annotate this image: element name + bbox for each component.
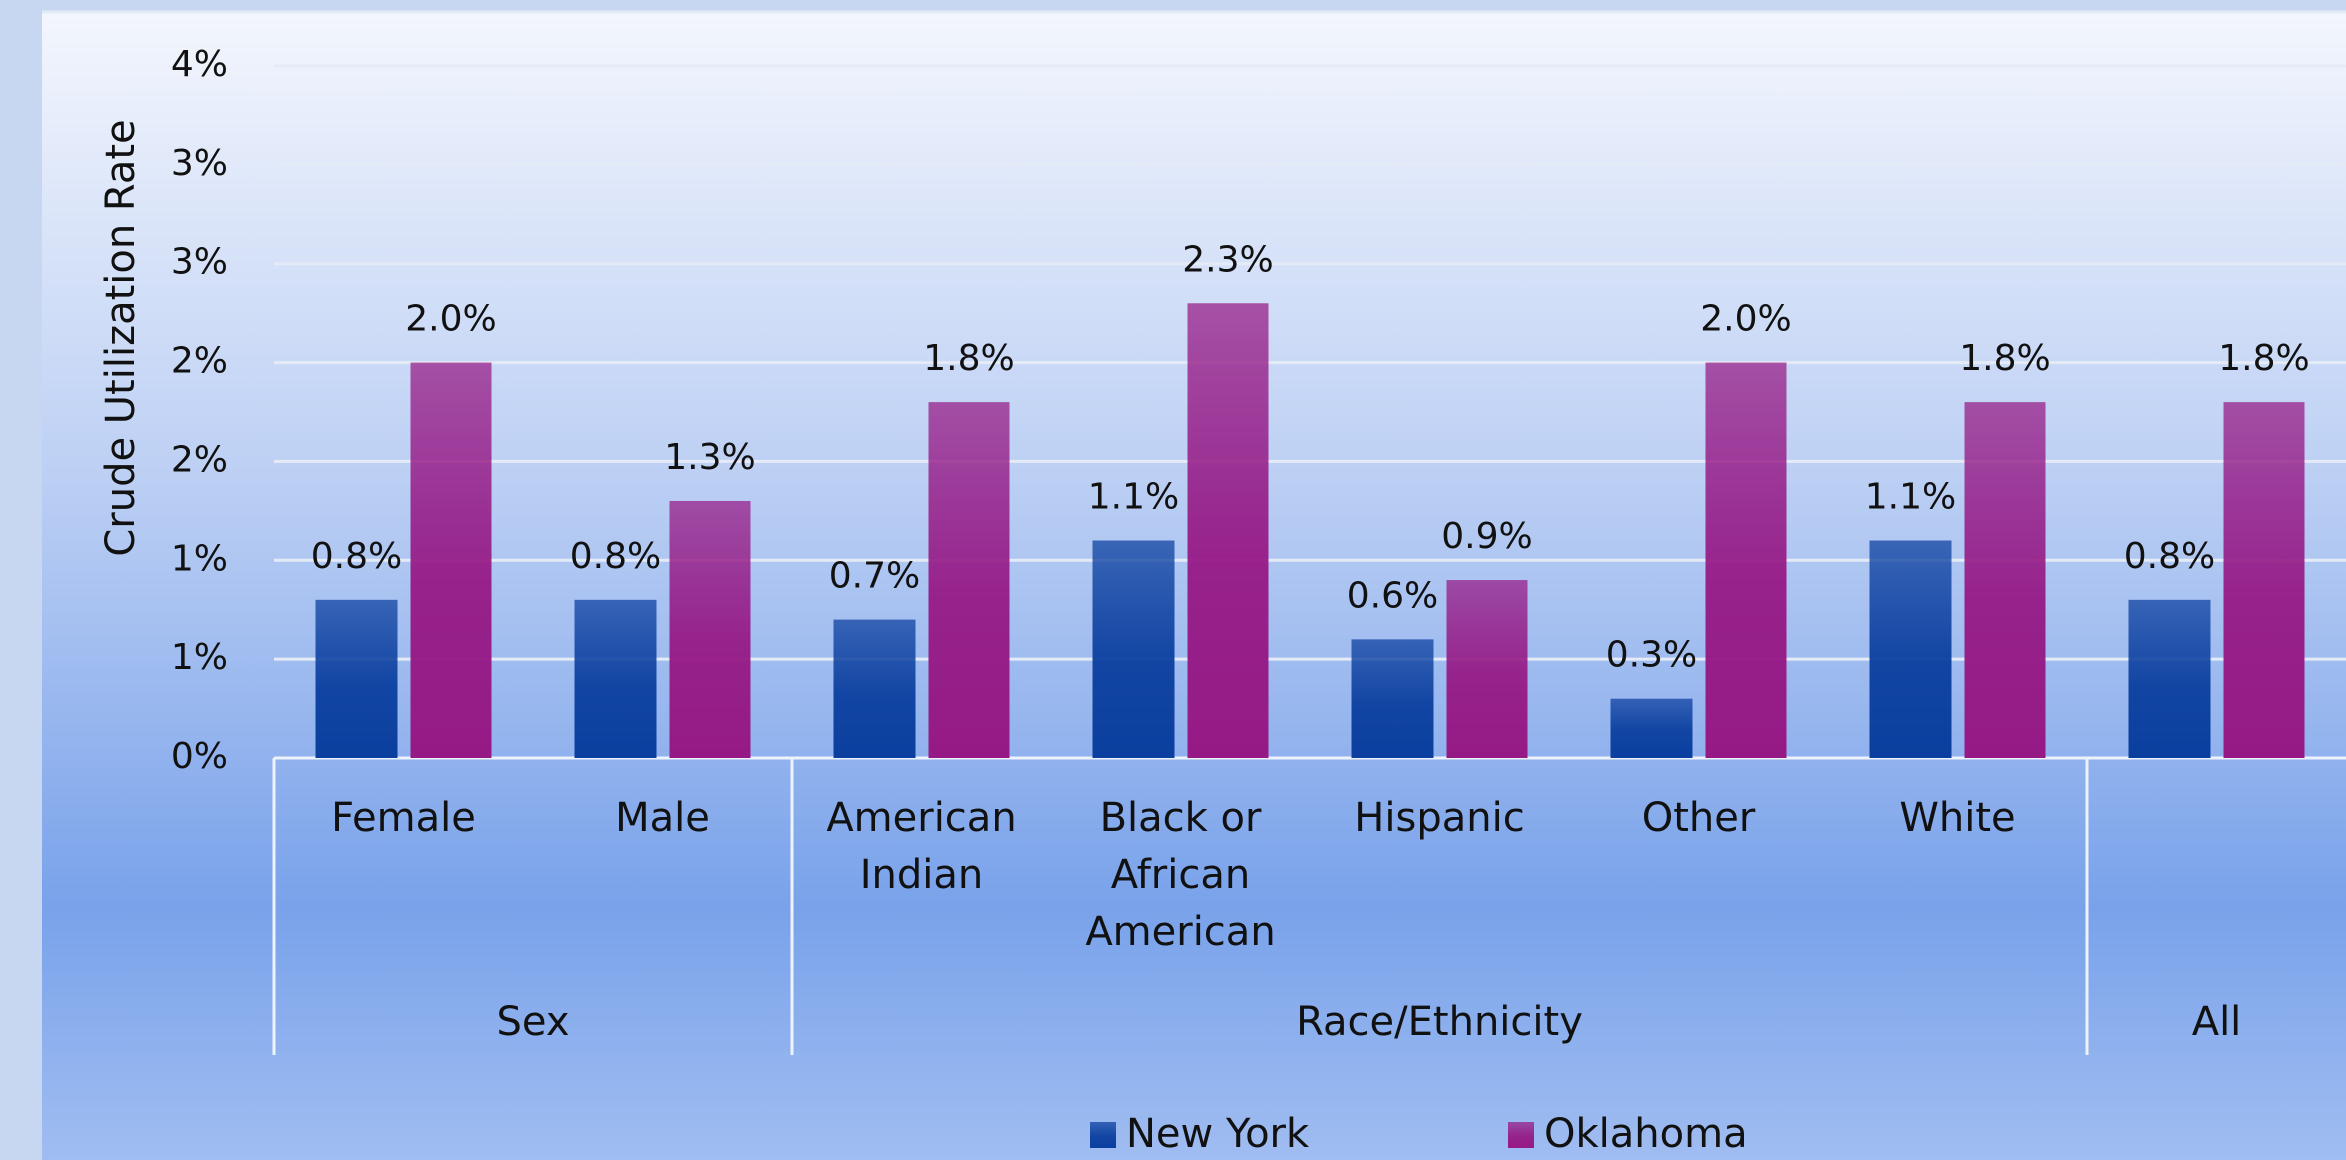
data-label: 1.1% bbox=[1865, 477, 1956, 518]
data-label: 1.1% bbox=[1088, 477, 1179, 518]
data-label: 1.8% bbox=[2218, 338, 2309, 379]
data-label: 0.8% bbox=[2124, 536, 2215, 577]
data-label: 2.0% bbox=[1700, 299, 1791, 340]
y-axis-title: Crude Utilization Rate bbox=[98, 119, 144, 556]
data-label: 0.6% bbox=[1347, 575, 1438, 616]
x-tick-label: Female bbox=[331, 795, 476, 841]
data-label: 1.3% bbox=[664, 437, 755, 478]
y-tick-label: 4% bbox=[171, 44, 228, 85]
x-tick-label: Hispanic bbox=[1354, 795, 1525, 841]
y-tick-label: 3% bbox=[171, 143, 228, 184]
y-tick-label: 3% bbox=[171, 242, 228, 283]
x-tick-label: American Indian bbox=[826, 795, 1017, 898]
bar bbox=[410, 362, 492, 758]
bar bbox=[1869, 540, 1952, 758]
y-tick-label: 1% bbox=[171, 637, 228, 678]
legend-swatch bbox=[1090, 1122, 1116, 1148]
bar bbox=[574, 599, 657, 758]
bar bbox=[1187, 303, 1269, 758]
bar bbox=[1610, 698, 1693, 758]
y-tick-label: 1% bbox=[171, 538, 228, 579]
bar bbox=[928, 402, 1010, 758]
group-label: All bbox=[2192, 999, 2242, 1045]
bar bbox=[1964, 402, 2046, 758]
x-tick-label: Black or African American bbox=[1085, 795, 1276, 955]
y-tick-label: 2% bbox=[171, 341, 228, 382]
bar bbox=[1705, 362, 1787, 758]
bar bbox=[1092, 540, 1175, 758]
bar bbox=[833, 619, 916, 758]
x-tick-label: Other bbox=[1641, 795, 1756, 841]
bar bbox=[1446, 580, 1528, 758]
data-label: 1.8% bbox=[923, 338, 1014, 379]
data-label: 2.3% bbox=[1182, 239, 1273, 280]
data-label: 2.0% bbox=[405, 299, 496, 340]
x-tick-label: Male bbox=[615, 795, 710, 841]
data-label: 0.3% bbox=[1606, 635, 1697, 676]
y-tick-label: 2% bbox=[171, 439, 228, 480]
data-label: 0.8% bbox=[311, 536, 402, 577]
group-label: Race/Ethnicity bbox=[1296, 999, 1583, 1045]
legend-label: New York bbox=[1126, 1111, 1310, 1157]
data-label: 0.7% bbox=[829, 556, 920, 597]
x-tick-label: White bbox=[1899, 795, 2016, 841]
bar bbox=[2223, 402, 2305, 758]
legend-swatch bbox=[1508, 1122, 1534, 1148]
legend-label: Oklahoma bbox=[1544, 1111, 1748, 1157]
data-label: 0.8% bbox=[570, 536, 661, 577]
y-tick-label: 0% bbox=[171, 736, 228, 777]
bar bbox=[2128, 599, 2211, 758]
data-label: 0.9% bbox=[1441, 516, 1532, 557]
bar bbox=[1351, 639, 1434, 758]
data-label: 1.8% bbox=[1959, 338, 2050, 379]
group-label: Sex bbox=[497, 999, 570, 1045]
bar bbox=[669, 500, 751, 758]
bar bbox=[315, 599, 398, 758]
